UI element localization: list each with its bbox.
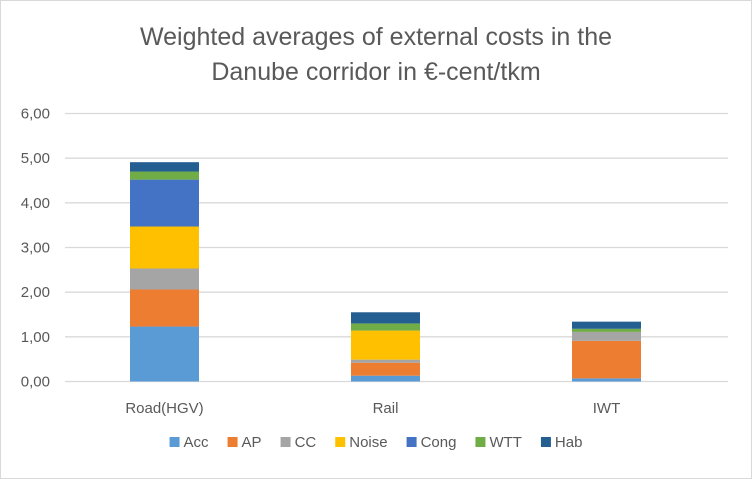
bar-segment-wtt	[572, 328, 641, 332]
y-tick-label: 0,00	[21, 374, 50, 391]
legend-label-ap: AP	[242, 434, 262, 451]
legend-swatch-wtt	[475, 437, 486, 447]
bar-segment-ap	[351, 362, 420, 376]
bar-segment-acc	[130, 326, 199, 382]
x-tick-label: Road(HGV)	[125, 400, 203, 417]
bar-segment-hab	[351, 312, 420, 324]
legend-label-cong: Cong	[421, 434, 457, 451]
y-tick-label: 6,00	[21, 106, 50, 123]
legend-label-acc: Acc	[184, 434, 210, 451]
bar-segment-hab	[130, 162, 199, 172]
chart-title-line-2: Danube corridor in €-cent/tkm	[211, 58, 540, 86]
x-tick-label: IWT	[593, 400, 621, 417]
legend-label-hab: Hab	[555, 434, 583, 451]
chart-title-line-1: Weighted averages of external costs in t…	[140, 23, 612, 51]
legend-swatch-cong	[406, 437, 417, 447]
bar-segment-wtt	[130, 171, 199, 180]
legend-swatch-ap	[227, 437, 238, 447]
legend-swatch-noise	[335, 437, 346, 447]
bar-segment-ap	[572, 340, 641, 379]
bar-segment-noise	[351, 330, 420, 360]
y-tick-label: 5,00	[21, 150, 50, 167]
bar-segment-cc	[572, 331, 641, 341]
legend-label-cc: CC	[295, 434, 317, 451]
y-tick-label: 2,00	[21, 284, 50, 301]
legend-swatch-hab	[540, 437, 551, 447]
y-tick-label: 4,00	[21, 195, 50, 212]
y-tick-label: 3,00	[21, 240, 50, 257]
bar-segment-acc	[572, 378, 641, 382]
bar-segment-wtt	[351, 323, 420, 331]
legend-swatch-cc	[280, 437, 291, 447]
legend-swatch-acc	[169, 437, 180, 447]
bar-segment-cong	[130, 179, 199, 227]
bar-segment-noise	[130, 226, 199, 269]
bar-segment-acc	[351, 375, 420, 382]
legend-label-noise: Noise	[349, 434, 387, 451]
bar-segment-cc	[130, 268, 199, 290]
y-tick-label: 1,00	[21, 329, 50, 346]
bar-segment-ap	[130, 289, 199, 327]
x-tick-label: Rail	[373, 400, 399, 417]
bar-segment-cc	[351, 359, 420, 363]
legend-label-wtt: WTT	[489, 434, 521, 451]
bar-segment-hab	[572, 321, 641, 329]
